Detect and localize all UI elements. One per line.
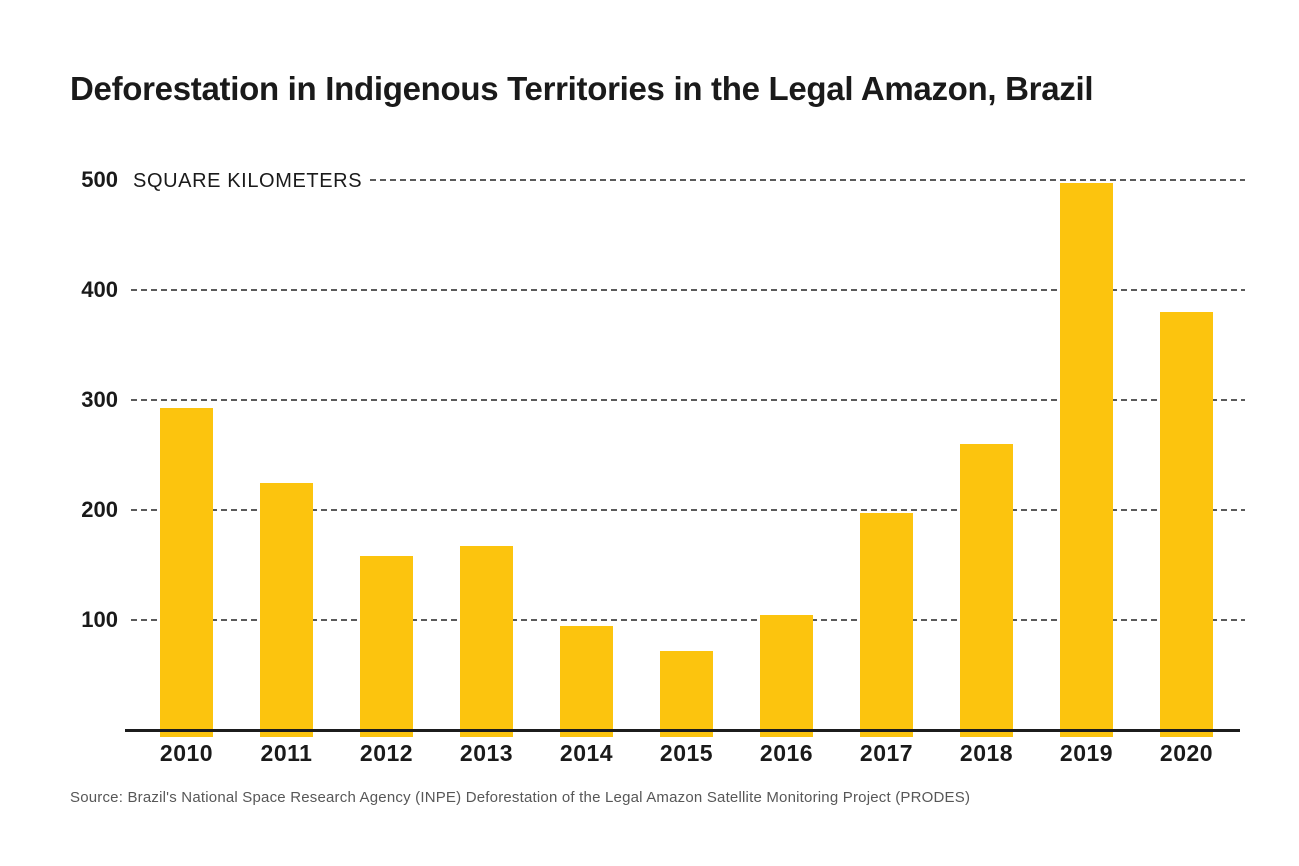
- x-axis-label-2015: 2015: [659, 740, 714, 766]
- gridline-400: [131, 289, 1245, 291]
- y-axis-tick-100: 100: [81, 607, 118, 632]
- x-axis-label-2018: 2018: [959, 740, 1014, 766]
- bar-2012: [360, 556, 413, 737]
- x-axis-label-2016: 2016: [759, 740, 814, 766]
- gridline-500: [370, 179, 1245, 181]
- y-axis-unit-label: SQUARE KILOMETERS: [133, 170, 363, 192]
- x-axis-label-2020: 2020: [1159, 740, 1214, 766]
- chart-title: Deforestation in Indigenous Territories …: [70, 70, 1094, 107]
- bar-2019: [1060, 183, 1113, 737]
- bar-2018: [960, 444, 1013, 737]
- y-axis-tick-500: 500: [81, 167, 118, 192]
- bar-2011: [260, 482, 313, 737]
- bar-2015: [660, 650, 713, 737]
- bar-2010: [160, 407, 213, 737]
- x-axis-label-2013: 2013: [459, 740, 514, 766]
- x-axis-label-2019: 2019: [1059, 740, 1114, 766]
- x-axis-label-2012: 2012: [359, 740, 414, 766]
- x-axis-label-2014: 2014: [559, 740, 614, 766]
- source-note: Source: Brazil's National Space Research…: [70, 789, 971, 806]
- gridline-100: [131, 619, 1245, 621]
- bar-2014: [560, 625, 613, 737]
- gridline-200: [131, 509, 1245, 511]
- y-axis-tick-300: 300: [81, 387, 118, 412]
- x-axis-label-2017: 2017: [859, 740, 914, 766]
- bar-2016: [760, 614, 813, 737]
- y-axis-tick-400: 400: [81, 277, 118, 302]
- x-axis-line: [125, 729, 1240, 732]
- y-axis-tick-200: 200: [81, 497, 118, 522]
- x-axis-label-2010: 2010: [159, 740, 214, 766]
- bar-2017: [860, 513, 913, 737]
- x-axis-label-2011: 2011: [260, 740, 313, 766]
- gridline-300: [131, 399, 1245, 401]
- bar-2013: [460, 546, 513, 737]
- bar-2020: [1160, 312, 1213, 737]
